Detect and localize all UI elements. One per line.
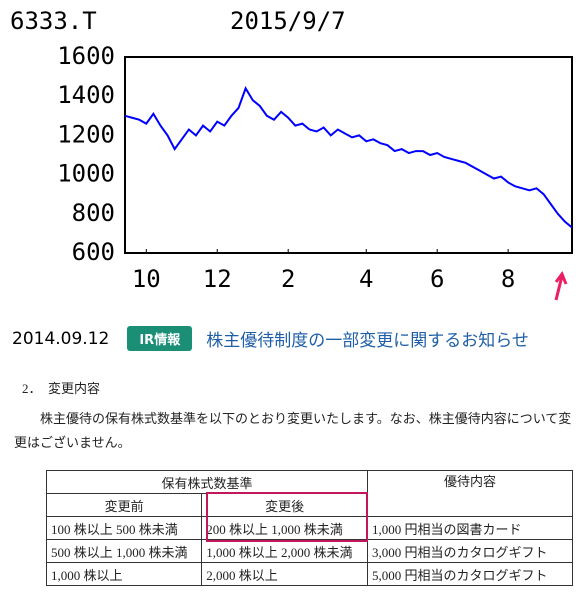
subheader-cell: 変更前 [45, 493, 203, 517]
plot-frame [124, 56, 573, 254]
y-tick-label: 1400 [57, 81, 115, 109]
cell: 3,000 円相当のカタログギフト [367, 539, 573, 563]
cell: 1,000 株以上 [45, 562, 203, 586]
y-tick-label: 600 [72, 238, 115, 266]
y-tick-label: 1600 [57, 42, 115, 70]
chart-date: 2015/9/7 [230, 7, 346, 35]
header-cell: 優待内容 [367, 470, 573, 517]
cell: 500 株以上 1,000 株未満 [45, 539, 203, 563]
header-cell: 保有株式数基準 [46, 470, 368, 494]
table: 保有株式数基準 優待内容 変更前 変更後 100 株以上 500 株未満 200 株以… [45, 470, 573, 586]
cell: 2,000 株以上 [201, 562, 368, 586]
paragraph: 株主優待の保有株式数基準を以下のとおり変更いたします。なお、株主優待内容について… [14, 411, 572, 450]
y-tick-label: 1000 [57, 160, 115, 188]
chart: 6333.T 2015/9/7 600 800 1000 1200 1400 1600 10… [10, 7, 573, 301]
x-tick-label: 2 [281, 265, 295, 293]
cell: 200 株以上 1,000 株未満 [201, 516, 368, 540]
x-tick-label: 8 [501, 265, 515, 293]
y-tick-label: 800 [72, 199, 115, 227]
news-link[interactable]: 株主優待制度の一部変更に関するお知らせ [206, 331, 529, 351]
arrow [554, 270, 568, 301]
news-date: 2014.09.12 [12, 328, 110, 349]
badge: IR情報 [127, 326, 193, 351]
x-tick-label: 4 [359, 265, 373, 293]
heading: 2． 変更内容 [22, 381, 101, 396]
x-tick-label: 10 [132, 265, 161, 293]
chart-title: 6333.T [10, 7, 97, 35]
price-line [124, 86, 573, 229]
cell: 1,000 円相当の図書カード [367, 516, 573, 540]
y-tick-label: 1200 [57, 120, 115, 148]
x-tick-label: 6 [430, 265, 444, 293]
cell: 100 株以上 500 株未満 [45, 516, 203, 540]
x-tick-label: 12 [203, 265, 232, 293]
news-row: 2014.09.12 IR情報 株主優待制度の一部変更に関するお知らせ [12, 326, 582, 351]
document: 2． 変更内容 株主優待の保有株式数基準を以下のとおり変更いたします。なお、株主… [0, 378, 582, 586]
cell: 1,000 株以上 2,000 株未満 [201, 539, 368, 563]
cell: 5,000 円相当のカタログギフト [367, 562, 573, 586]
highlight-box [206, 492, 368, 542]
